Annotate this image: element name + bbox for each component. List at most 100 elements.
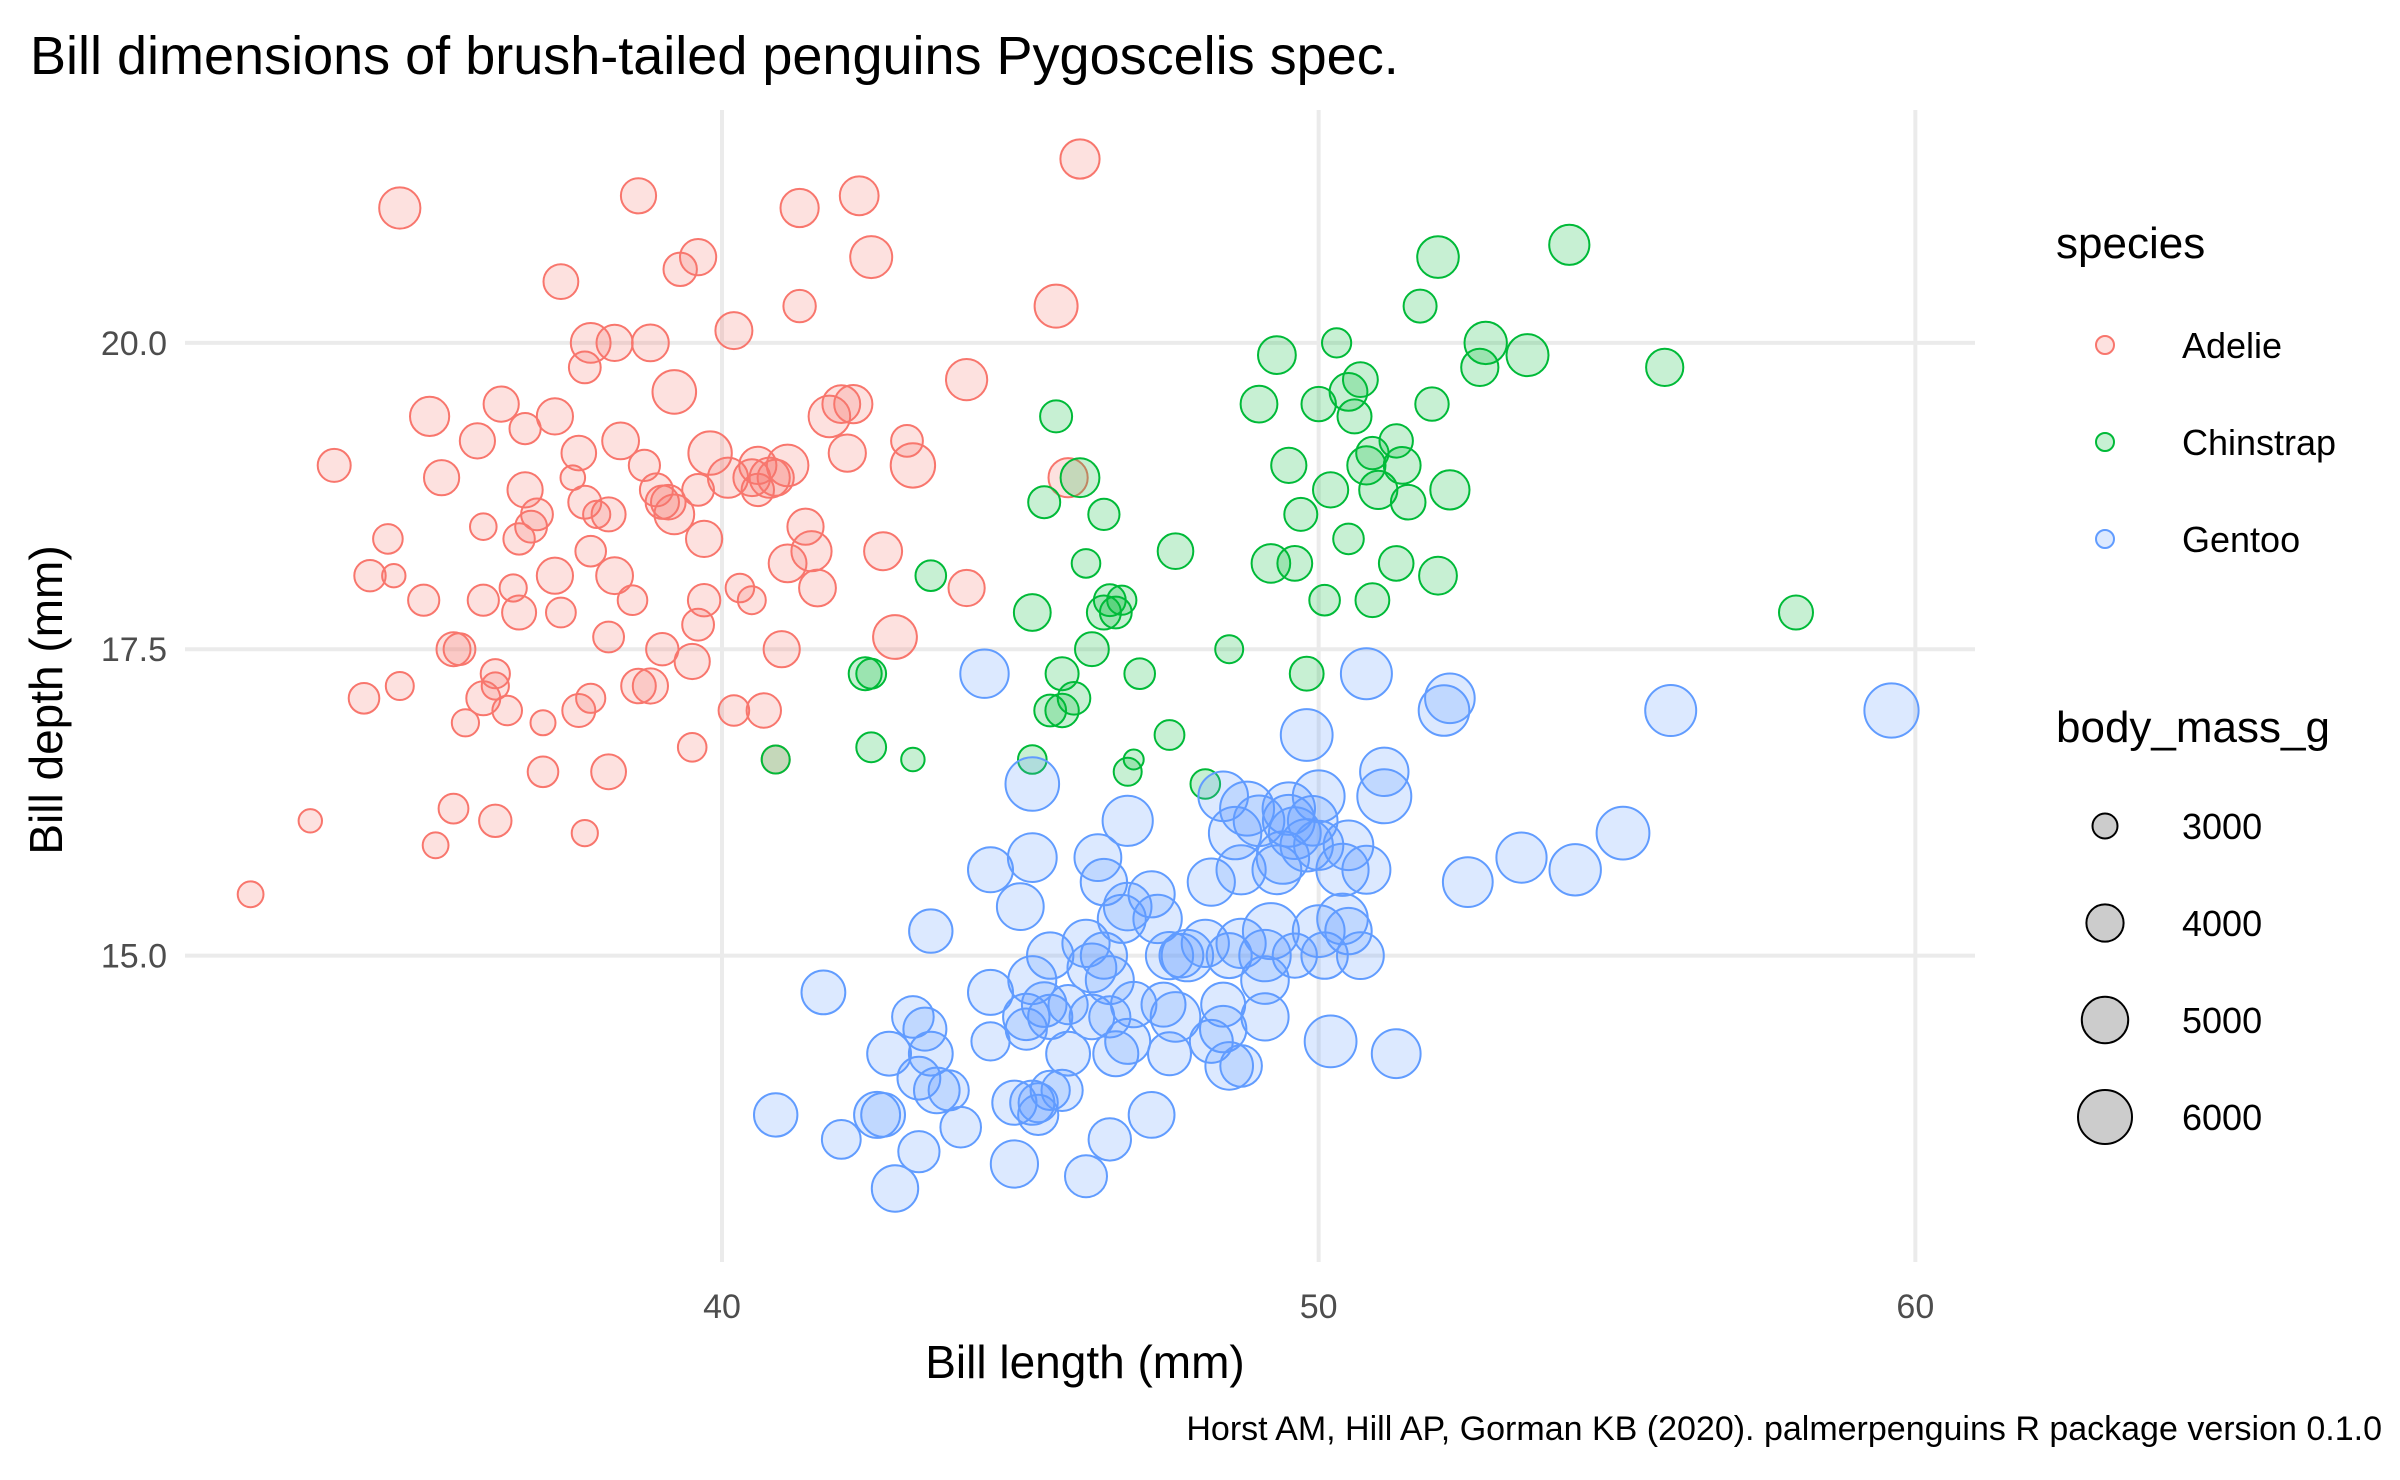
legend: species Adelie Chinstrap Gentoo body_mass_… (2056, 219, 2336, 1145)
point-adelie (849, 235, 894, 280)
point-chinstrap (1342, 361, 1379, 399)
point-chinstrap (1418, 555, 1458, 596)
point-adelie (567, 350, 602, 385)
legend-size-key (2077, 1089, 2133, 1145)
legend-species-items: Adelie Chinstrap Gentoo (2095, 325, 2336, 560)
x-axis-ticks: 40 50 60 (703, 1288, 1934, 1326)
point-chinstrap (1059, 457, 1101, 499)
point-adelie (616, 584, 649, 617)
point-gentoo (991, 1079, 1038, 1126)
legend-label-gentoo: Gentoo (2182, 519, 2300, 560)
point-adelie (582, 499, 612, 530)
point-gentoo (1324, 906, 1373, 956)
point-chinstrap (1056, 681, 1092, 716)
point-gentoo (860, 1092, 906, 1138)
series-adelie (236, 138, 1101, 909)
point-adelie (535, 556, 575, 595)
point-chinstrap (1336, 398, 1373, 435)
point-adelie (765, 443, 810, 488)
point-adelie (619, 177, 658, 215)
point-chinstrap (1645, 347, 1685, 387)
point-gentoo (1215, 917, 1267, 970)
point-adelie (423, 459, 461, 497)
point-gentoo (1160, 928, 1215, 983)
point-gentoo (1424, 672, 1476, 725)
point-gentoo (1322, 819, 1375, 872)
point-gentoo (1047, 984, 1089, 1026)
point-adelie (798, 568, 837, 608)
point-adelie (762, 630, 801, 669)
point-gentoo (967, 968, 1014, 1016)
data-points (236, 138, 1920, 1213)
point-adelie (469, 512, 498, 542)
point-adelie (673, 642, 711, 681)
point-adelie (545, 596, 577, 629)
point-gentoo (1495, 831, 1548, 884)
point-chinstrap (1070, 548, 1102, 579)
point-adelie (574, 534, 608, 568)
point-gentoo (1004, 756, 1061, 812)
point-chinstrap (914, 559, 948, 593)
point-chinstrap (1074, 631, 1110, 668)
point-adelie (685, 519, 724, 559)
point-gentoo (1101, 794, 1154, 847)
y-tick-label: 20.0 (101, 325, 167, 363)
point-adelie (790, 530, 833, 573)
point-adelie (631, 323, 670, 363)
series-gentoo (753, 647, 1920, 1213)
point-gentoo (1064, 1154, 1108, 1199)
legend-species-title: species (2056, 219, 2205, 268)
point-gentoo (1158, 932, 1205, 979)
point-chinstrap (1017, 744, 1048, 775)
point-gentoo (967, 846, 1014, 894)
point-gentoo (1088, 995, 1132, 1039)
point-adelie (601, 421, 640, 461)
point-adelie (651, 369, 698, 415)
point-adelie (372, 523, 404, 555)
point-chinstrap (1112, 756, 1143, 787)
point-gentoo (1096, 893, 1147, 944)
y-axis-title: Bill depth (mm) (20, 545, 72, 854)
point-adelie (478, 803, 513, 838)
point-adelie (297, 808, 323, 834)
point-gentoo (908, 908, 954, 954)
point-adelie (409, 395, 451, 437)
legend-key-gentoo (2095, 529, 2115, 549)
point-adelie (502, 522, 536, 556)
point-gentoo (989, 1139, 1040, 1189)
point-gentoo (1370, 1028, 1422, 1080)
point-gentoo (1006, 832, 1058, 883)
point-adelie (482, 385, 520, 423)
point-adelie (480, 671, 510, 701)
point-adelie (821, 384, 862, 425)
legend-size-title: body_mass_g (2056, 703, 2330, 752)
point-gentoo (907, 1030, 954, 1077)
point-adelie (681, 473, 715, 507)
point-gentoo (1102, 881, 1153, 932)
point-gentoo (1132, 893, 1183, 945)
point-adelie (384, 671, 415, 701)
point-gentoo (1127, 1091, 1176, 1139)
point-chinstrap (1288, 655, 1325, 692)
point-adelie (595, 323, 634, 362)
point-adelie (595, 556, 634, 596)
point-gentoo (1339, 647, 1393, 701)
point-gentoo (1240, 992, 1290, 1042)
point-gentoo (1180, 918, 1230, 969)
point-adelie (779, 187, 820, 229)
point-adelie (838, 175, 880, 217)
point-chinstrap (1389, 483, 1427, 521)
point-adelie (407, 583, 441, 617)
point-gentoo (1215, 844, 1267, 896)
point-chinstrap (1332, 522, 1365, 556)
point-adelie (714, 311, 754, 351)
point-chinstrap (1414, 386, 1450, 422)
point-gentoo (1147, 1031, 1192, 1077)
point-adelie (458, 422, 496, 460)
point-adelie (316, 447, 352, 483)
x-axis-title: Bill length (mm) (925, 1336, 1245, 1388)
point-adelie (650, 483, 687, 521)
point-adelie (592, 620, 625, 654)
y-axis-ticks: 15.0 17.5 20.0 (101, 325, 167, 976)
point-chinstrap (1300, 385, 1337, 423)
